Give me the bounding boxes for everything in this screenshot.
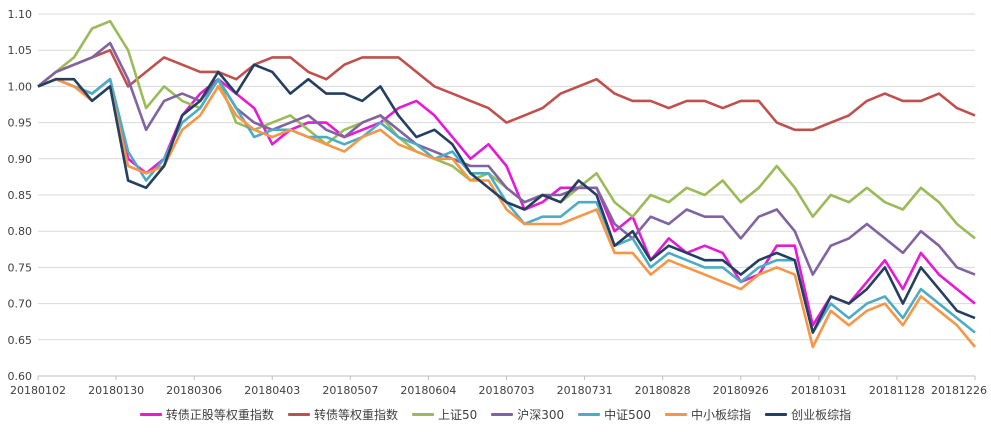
x-tick-label: 20180306 <box>166 384 222 397</box>
legend-label: 中小板综指 <box>691 408 752 422</box>
legend-item: 中证500 <box>578 406 651 423</box>
series-line-4 <box>37 77 976 334</box>
x-tick-label: 20180731 <box>557 384 613 397</box>
y-tick-label: 0.70 <box>8 298 33 311</box>
legend-swatch <box>665 413 688 416</box>
series-line-1 <box>37 48 976 132</box>
x-tick-label: 20180507 <box>322 384 378 397</box>
x-tick-label: 20180604 <box>400 384 456 397</box>
series-line-3 <box>37 41 976 276</box>
legend-swatch <box>411 413 434 416</box>
x-axis: 20180102 20180130 20180306 20180403 20180507… <box>10 375 987 397</box>
series-line-6 <box>37 63 976 334</box>
legend-item: 中小板综指 <box>665 406 751 423</box>
legend-label: 上证50 <box>437 408 478 422</box>
series-lines <box>37 19 977 349</box>
legend-swatch <box>491 413 514 416</box>
legend: 转债正股等权重指数 转债等权重指数 上证50 沪深300 中证500 中小板综指 创业板综指 <box>0 406 991 423</box>
x-tick-label: 20180102 <box>10 384 66 397</box>
x-tick-label: 20180926 <box>713 384 769 397</box>
series-line-5 <box>37 77 977 349</box>
legend-label: 沪深300 <box>517 408 565 422</box>
y-tick-label: 1.10 <box>8 8 33 21</box>
y-tick-label: 0.75 <box>8 261 33 274</box>
x-tick-label: 20180828 <box>635 384 691 397</box>
legend-label: 中证500 <box>604 408 652 422</box>
legend-label: 创业板综指 <box>791 408 852 422</box>
legend-swatch <box>578 413 601 416</box>
y-tick-label: 0.90 <box>8 153 33 166</box>
legend-swatch <box>765 413 788 416</box>
legend-swatch <box>139 413 162 416</box>
y-axis: 1.10 1.05 1.00 0.95 0.90 0.85 0.80 0.75 0.70 0.65… <box>8 8 33 383</box>
x-tick-label: 20181226 <box>931 384 987 397</box>
y-tick-label: 1.00 <box>8 80 33 93</box>
legend-item: 沪深300 <box>491 406 564 423</box>
x-tick-label: 20180703 <box>479 384 535 397</box>
legend-item: 转债正股等权重指数 <box>139 406 274 423</box>
gridlines <box>38 13 975 377</box>
y-tick-label: 0.95 <box>8 117 33 130</box>
legend-item: 转债等权重指数 <box>287 406 398 423</box>
legend-item: 上证50 <box>411 406 478 423</box>
y-tick-label: 0.85 <box>8 189 33 202</box>
x-tick-label: 20180130 <box>88 384 144 397</box>
series-line-0 <box>37 77 976 327</box>
x-tick-label: 20181128 <box>869 384 925 397</box>
legend-label: 转债等权重指数 <box>313 408 398 422</box>
y-tick-label: 1.05 <box>8 44 33 57</box>
y-tick-label: 0.60 <box>8 370 33 383</box>
y-tick-label: 0.65 <box>8 334 33 347</box>
y-tick-label: 0.80 <box>8 225 33 238</box>
legend-swatch <box>287 413 310 416</box>
legend-item: 创业板综指 <box>765 406 851 423</box>
x-tick-label: 20180403 <box>244 384 300 397</box>
x-tick-label: 20181031 <box>791 384 847 397</box>
legend-label: 转债正股等权重指数 <box>165 408 274 422</box>
